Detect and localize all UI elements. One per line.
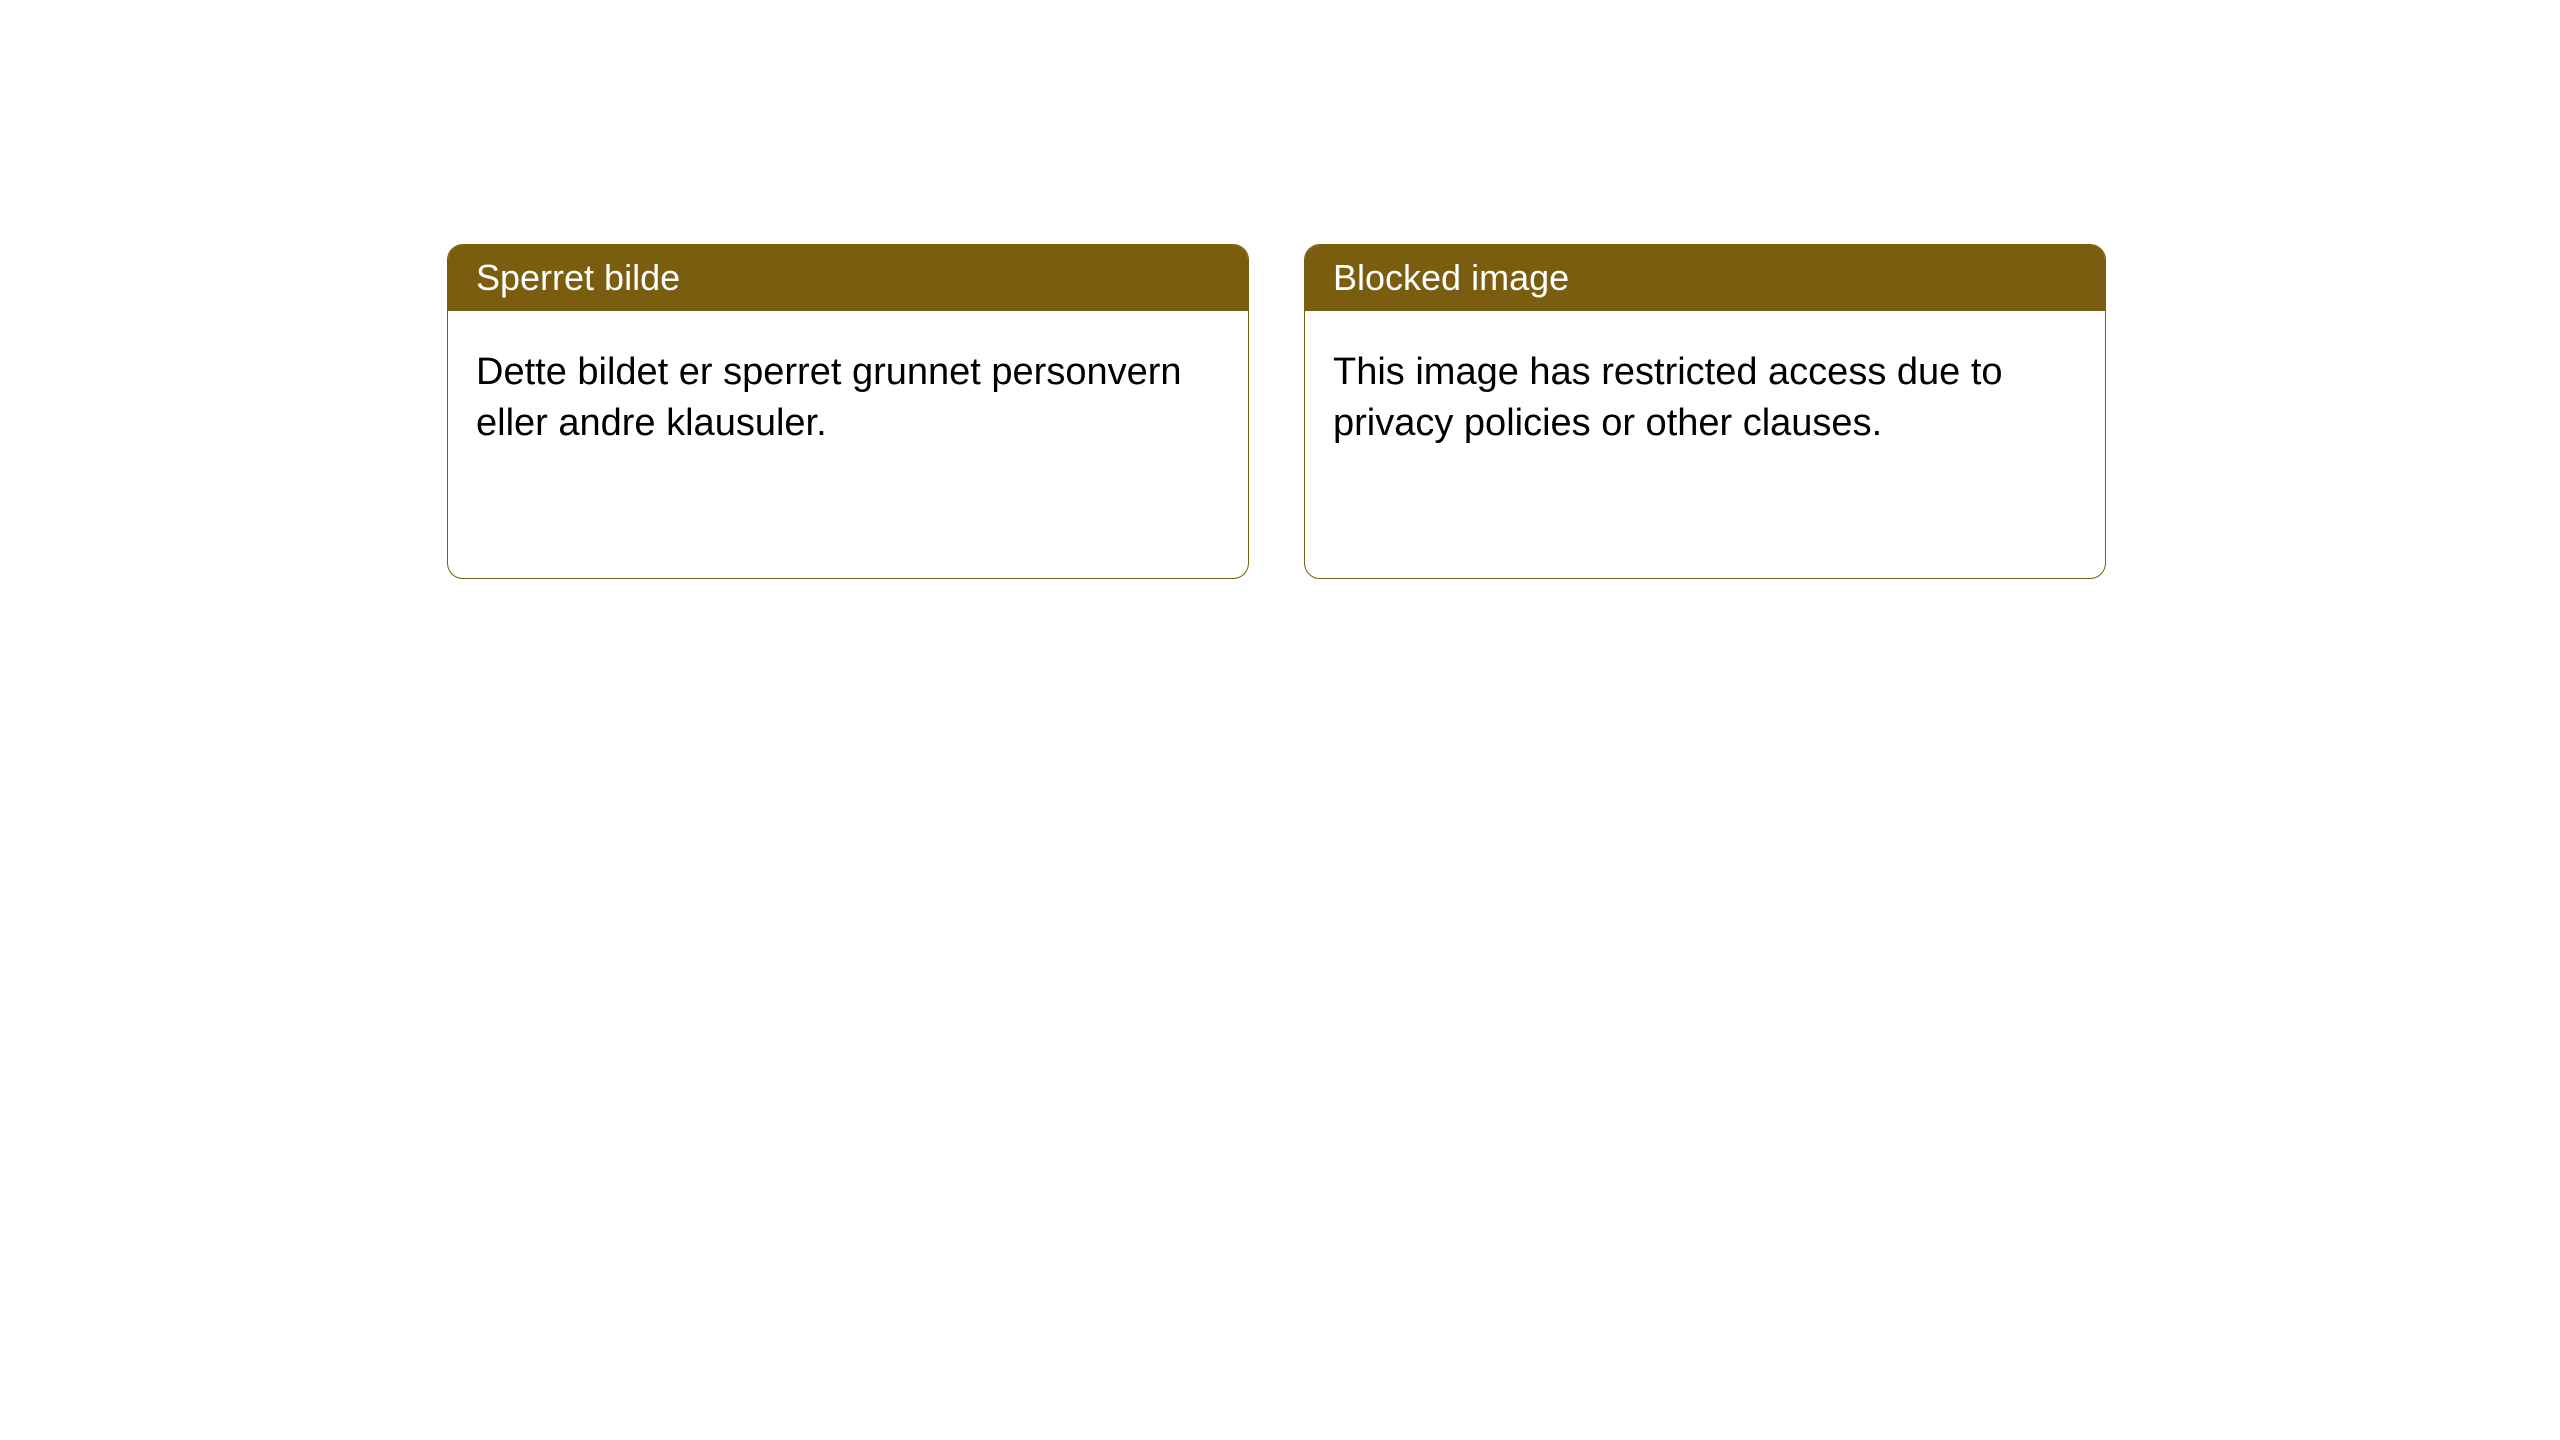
card-body: Dette bildet er sperret grunnet personve…	[448, 311, 1248, 486]
card-body: This image has restricted access due to …	[1305, 311, 2105, 486]
blocked-image-card-norwegian: Sperret bilde Dette bildet er sperret gr…	[447, 244, 1249, 579]
card-title: Sperret bilde	[448, 245, 1248, 311]
card-title: Blocked image	[1305, 245, 2105, 311]
notice-cards-row: Sperret bilde Dette bildet er sperret gr…	[447, 244, 2106, 579]
blocked-image-card-english: Blocked image This image has restricted …	[1304, 244, 2106, 579]
